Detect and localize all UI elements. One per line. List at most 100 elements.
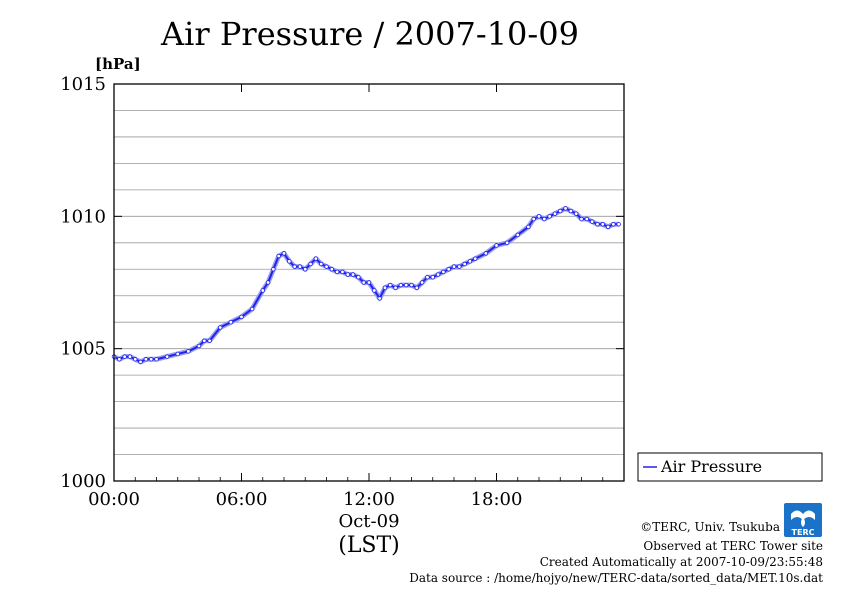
data-point [143,357,149,362]
data-point [611,222,616,227]
y-tick-label: 1005 [60,339,106,360]
data-point [451,264,457,269]
data-point [616,222,621,227]
data-point [164,354,170,359]
data-point [473,256,478,261]
data-point [579,216,584,222]
data-point [228,320,234,325]
terc-logo-text: TERC [792,528,815,537]
data-point [318,261,324,267]
data-point [403,282,409,288]
data-point [281,251,287,256]
y-axis-unit-label: [hPa] [95,55,141,73]
data-point [122,354,127,359]
series-group [111,205,621,365]
data-point [218,325,223,330]
footer-created: Created Automatically at 2007-10-09/23:5… [540,555,823,569]
data-point [207,338,212,343]
series-halo-air-pressure [112,205,619,365]
data-point [547,214,552,219]
data-point [366,280,372,285]
y-tick-label: 1015 [60,74,106,95]
data-point [303,267,308,272]
y-axis-ticks: 1000 1005 1010 1015 [60,74,624,492]
x-axis-ticks: 00:00 06:00 12:00 18:00 [88,84,604,510]
x-axis-date-label: Oct-09 [338,511,399,532]
legend-box [637,452,823,482]
data-point [419,280,425,285]
data-point [287,259,292,264]
data-point [558,208,563,214]
data-point [154,357,159,362]
footer-observed: Observed at TERC Tower site [643,539,823,553]
data-point [382,285,388,290]
data-point [377,296,382,301]
data-point [494,243,499,248]
data-point [345,272,350,277]
series-line-air-pressure [113,207,619,363]
data-point [393,285,398,290]
data-point [467,259,473,264]
data-point [308,261,313,267]
data-point [435,272,441,277]
data-point [595,222,600,227]
data-point [563,206,568,211]
data-point [361,280,366,285]
y-tick-label: 1010 [60,206,106,227]
data-point [324,264,329,269]
data-point [504,240,510,245]
data-point [409,282,414,288]
data-point [441,269,446,275]
data-point [425,275,430,280]
data-point [265,280,271,285]
terc-logo: TERC [784,503,822,537]
data-point [552,211,558,216]
footer-source: Data source : /home/hojyo/new/TERC-data/… [409,571,823,585]
data-point [356,275,361,280]
grid-lines [114,110,624,455]
data-point [138,359,143,365]
legend: Air Pressure [637,452,823,482]
data-point [271,267,276,272]
x-tick-label: 18:00 [471,489,523,510]
data-point [398,282,404,288]
chart-title: Air Pressure / 2007-10-09 [160,15,579,53]
data-point [526,224,531,230]
x-tick-label: 12:00 [343,489,395,510]
data-point [239,314,244,320]
data-point [414,285,420,290]
data-point [531,216,536,222]
x-axis-timezone-label: (LST) [338,533,400,558]
data-point [542,216,547,222]
y-tick-label: 1000 [60,471,106,492]
data-point [536,214,542,219]
x-tick-label: 06:00 [216,489,268,510]
data-point [350,272,356,277]
data-point [175,351,180,357]
legend-label-air-pressure: Air Pressure [660,457,762,476]
data-point [430,275,435,280]
data-point [249,306,255,312]
data-point [372,288,377,293]
data-point [133,357,138,362]
data-point [573,211,579,216]
data-point [462,261,467,267]
data-point [340,269,345,275]
data-point [297,264,303,269]
footer-copyright: ©TERC, Univ. Tsukuba [640,520,780,534]
data-point [276,253,281,259]
data-point [589,219,595,224]
x-tick-label: 00:00 [88,489,140,510]
data-point [202,338,207,343]
wave-icon [791,510,815,520]
data-point [292,264,297,269]
data-point [446,267,451,272]
data-point [568,208,574,214]
data-point [483,251,489,256]
data-point [127,354,133,359]
data-point [600,222,605,227]
data-point [196,343,202,349]
data-point [313,256,319,261]
data-point [148,357,154,362]
